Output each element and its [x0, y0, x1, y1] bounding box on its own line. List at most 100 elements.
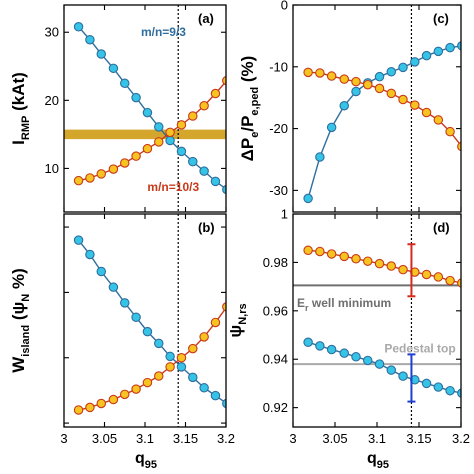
- panel-label: (c): [433, 11, 449, 26]
- data-point-blue: [188, 156, 198, 167]
- data-point-blue: [85, 249, 95, 260]
- data-point-blue: [339, 348, 349, 358]
- x-tick-label: 3.15: [406, 431, 431, 446]
- y-axis-label: ΔPe/Pe,ped (%): [238, 56, 261, 162]
- data-point-red: [421, 269, 432, 280]
- data-point-red: [363, 256, 373, 266]
- data-point-blue: [165, 351, 175, 362]
- data-point-blue: [410, 57, 420, 67]
- data-point-blue: [433, 382, 444, 392]
- data-point-red: [374, 258, 385, 269]
- data-point-red: [131, 151, 141, 161]
- x-label-main: q: [367, 450, 377, 467]
- y-label-sub2: N: [20, 294, 32, 302]
- data-point-blue: [73, 235, 84, 245]
- y-label-tail: (kAt): [9, 72, 28, 115]
- x-axis-label: q95: [367, 450, 389, 471]
- data-point-blue: [210, 176, 221, 187]
- y-tick-label: -30: [269, 183, 288, 198]
- data-point-red: [351, 254, 361, 264]
- data-point-red: [351, 76, 361, 87]
- series-annotation-0: m/n=9/3: [141, 25, 186, 39]
- data-point-blue: [326, 344, 337, 355]
- data-point-blue: [445, 385, 455, 396]
- data-point-blue: [374, 71, 385, 82]
- data-point-red: [326, 249, 337, 259]
- data-point-red: [199, 101, 209, 111]
- y-tick-label: -10: [269, 59, 288, 74]
- data-point-red: [457, 278, 461, 288]
- y-tick-label: 0: [281, 0, 288, 13]
- data-point-red: [315, 68, 325, 78]
- y-tick-label: 20: [45, 93, 59, 108]
- y-tick-label: -20: [269, 121, 288, 136]
- data-point-blue: [374, 359, 385, 369]
- data-point-blue: [176, 146, 187, 157]
- panel-a: m/n=9/3 m/n=10/3 10 20 30 (a) IRMP (kAt): [9, 4, 227, 213]
- data-point-blue: [315, 341, 325, 351]
- data-point-blue: [303, 337, 313, 348]
- x-tick-label: 3.15: [173, 431, 198, 446]
- data-point-blue: [131, 92, 141, 103]
- data-point-red: [326, 71, 337, 81]
- data-point-blue: [351, 352, 361, 362]
- data-point-red: [433, 115, 444, 125]
- y-label-tail: /P: [238, 116, 257, 132]
- y-label-sub: N,rs: [237, 303, 249, 324]
- data-point-blue: [303, 193, 313, 204]
- data-point-red: [445, 126, 455, 137]
- x-label-sub: 95: [145, 459, 157, 471]
- data-point-blue: [108, 63, 119, 74]
- data-point-red: [339, 74, 349, 84]
- x-tick-label: 3.1: [136, 431, 154, 446]
- y-label-tail2: %): [9, 268, 28, 294]
- data-point-blue: [108, 282, 119, 292]
- y-tick-label: 0.98: [263, 255, 288, 270]
- y-label-main: I: [9, 140, 28, 145]
- data-point-red: [85, 402, 95, 413]
- data-point-blue: [188, 372, 198, 383]
- data-point-red: [108, 164, 119, 174]
- data-point-red: [85, 173, 95, 183]
- data-point-blue: [85, 34, 95, 45]
- data-point-red: [154, 137, 164, 147]
- y-axis-label: ψN,rs: [226, 303, 249, 337]
- x-tick-label: 3.05: [322, 431, 347, 446]
- data-point-blue: [176, 362, 187, 372]
- data-point-red: [303, 245, 313, 256]
- y-tick-label: 1: [281, 207, 288, 222]
- data-point-red: [120, 158, 130, 168]
- data-point-red: [154, 371, 164, 381]
- data-point-blue: [351, 86, 361, 97]
- y-label-tail2: (%): [238, 56, 257, 87]
- data-point-blue: [142, 326, 153, 337]
- data-point-red: [339, 251, 349, 262]
- data-point-red: [73, 405, 84, 415]
- data-point-red: [188, 111, 198, 121]
- data-point-blue: [154, 338, 164, 349]
- y-label-sub: island: [20, 325, 32, 357]
- plot-area: [303, 5, 461, 212]
- y-label-sub: e: [249, 132, 261, 138]
- data-point-blue: [386, 66, 397, 77]
- data-point-red: [363, 79, 373, 90]
- plot-area: [293, 214, 461, 427]
- data-point-blue: [199, 166, 209, 176]
- data-point-blue: [73, 22, 84, 32]
- data-point-red: [96, 169, 107, 179]
- plot-area: [64, 5, 226, 212]
- data-point-blue: [363, 355, 373, 366]
- x-tick-label: 3.05: [92, 431, 117, 446]
- data-point-red: [315, 246, 325, 257]
- x-tick-label: 3.2: [452, 431, 470, 446]
- data-point-red: [374, 83, 385, 94]
- y-label-sub2: e,ped: [249, 87, 261, 116]
- data-point-red: [131, 384, 141, 394]
- data-point-blue: [386, 365, 397, 375]
- panel-b: 3 3.05 3.1 3.15 3.2 (b) q95 Wisland (ψN %): [9, 213, 235, 471]
- data-point-red: [165, 362, 175, 372]
- data-point-blue: [398, 62, 408, 73]
- x-label-sub: 95: [377, 459, 389, 471]
- data-point-red: [421, 107, 432, 118]
- data-point-blue: [96, 266, 107, 277]
